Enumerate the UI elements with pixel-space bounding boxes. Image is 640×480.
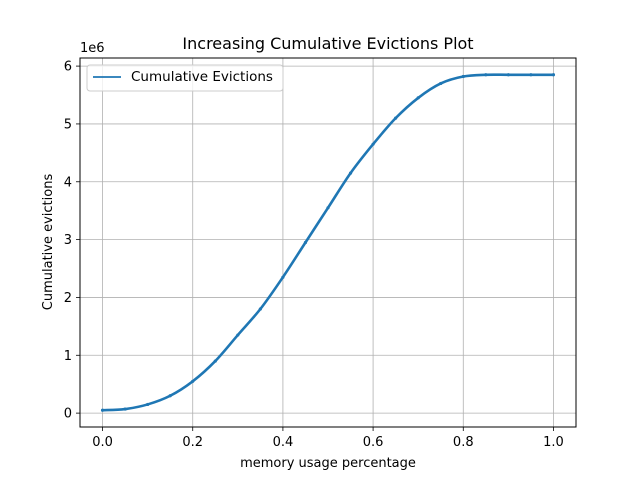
y-tick-label: 2 bbox=[64, 291, 72, 306]
x-axis-ticks: 0.0 0.2 0.4 0.6 0.8 1.0 bbox=[92, 427, 564, 450]
data-point bbox=[100, 408, 105, 412]
data-point bbox=[168, 394, 172, 398]
legend-box bbox=[86, 64, 284, 92]
data-point bbox=[506, 73, 510, 77]
data-point bbox=[123, 407, 127, 411]
data-point bbox=[439, 81, 443, 86]
data-point bbox=[326, 206, 330, 210]
y-tick-label: 1 bbox=[64, 349, 72, 364]
grid bbox=[80, 58, 576, 427]
data-point bbox=[146, 402, 150, 407]
data-point bbox=[191, 379, 195, 383]
y-tick-label: 5 bbox=[64, 117, 72, 132]
series-layer bbox=[100, 73, 556, 412]
data-point bbox=[348, 171, 353, 175]
y-tick-label: 6 bbox=[64, 60, 72, 75]
x-axis-label: memory usage percentage bbox=[240, 456, 416, 471]
data-point bbox=[236, 333, 240, 337]
data-point bbox=[529, 73, 533, 77]
data-point bbox=[551, 73, 556, 77]
x-tick-label: 0.0 bbox=[92, 435, 113, 450]
data-point bbox=[394, 116, 398, 120]
y-tick-label: 3 bbox=[64, 233, 72, 248]
data-point bbox=[281, 275, 285, 279]
data-point bbox=[484, 73, 488, 77]
data-point bbox=[461, 74, 465, 79]
x-tick-label: 0.2 bbox=[182, 435, 203, 450]
x-tick-label: 0.6 bbox=[363, 435, 384, 450]
x-tick-label: 0.4 bbox=[273, 435, 294, 450]
legend: Cumulative Evictions bbox=[86, 64, 284, 92]
y-tick-label: 0 bbox=[64, 407, 72, 422]
y-axis-offset-label: 1e6 bbox=[80, 41, 105, 56]
data-point bbox=[371, 142, 375, 146]
chart-title: Increasing Cumulative Evictions Plot bbox=[182, 34, 473, 53]
legend-label: Cumulative Evictions bbox=[131, 69, 273, 85]
plot-frame bbox=[79, 57, 577, 428]
data-point bbox=[213, 359, 217, 363]
y-axis-label: Cumulative evictions bbox=[41, 174, 56, 311]
y-axis-ticks: 0 1 2 3 4 5 6 bbox=[64, 60, 80, 422]
data-point bbox=[258, 307, 262, 311]
data-point bbox=[303, 240, 308, 245]
x-tick-label: 1.0 bbox=[543, 435, 564, 450]
x-tick-label: 0.8 bbox=[453, 435, 474, 450]
y-tick-label: 4 bbox=[64, 175, 72, 190]
data-point bbox=[416, 96, 420, 100]
